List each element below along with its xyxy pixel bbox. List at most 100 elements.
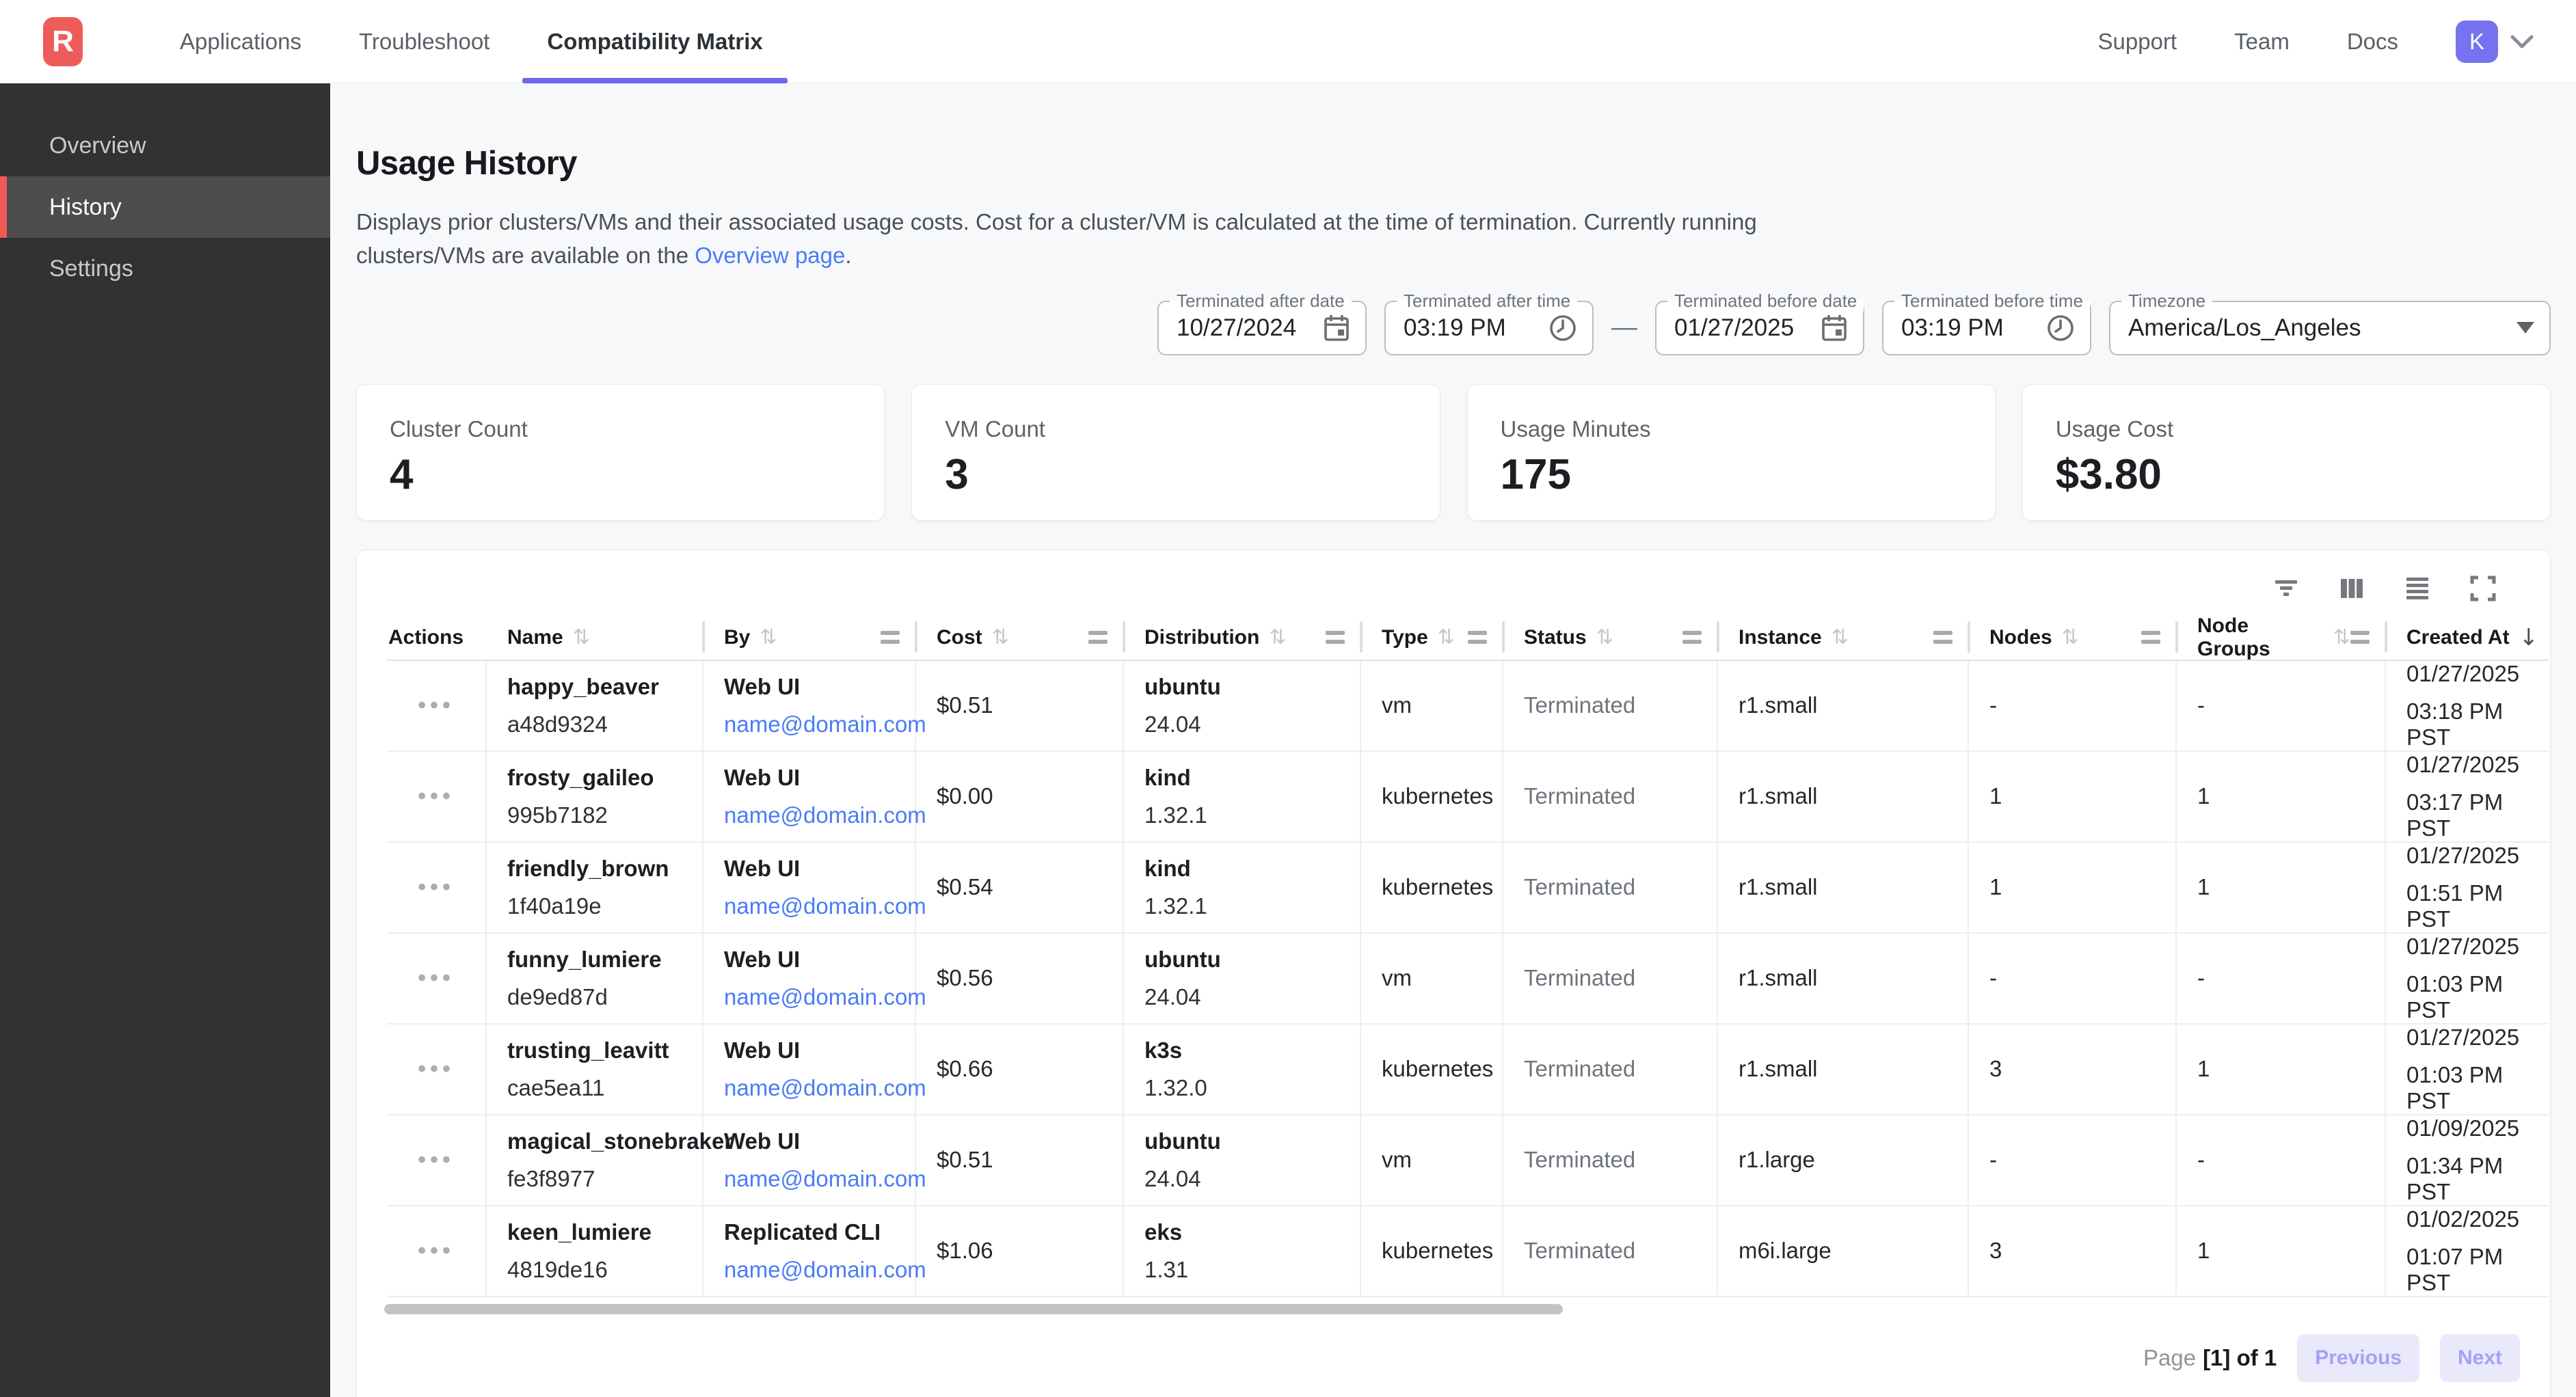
calendar-icon[interactable] bbox=[1323, 314, 1350, 342]
filter-field[interactable]: Timezone America/Los_Angeles bbox=[2109, 290, 2551, 355]
more-actions-icon[interactable]: ••• bbox=[418, 1237, 455, 1264]
column-separator[interactable] bbox=[2175, 621, 2178, 653]
column-header[interactable]: Distribution ⇅ bbox=[1124, 616, 1363, 661]
page-title: Usage History bbox=[356, 144, 578, 182]
created-by-email-link[interactable]: name@domain.com bbox=[724, 893, 926, 919]
dropdown-arrow-icon[interactable] bbox=[2517, 322, 2534, 334]
clock-icon[interactable] bbox=[2046, 314, 2075, 342]
actions-cell: ••• bbox=[387, 751, 487, 843]
sort-icon[interactable]: ⇅ bbox=[572, 625, 590, 650]
sort-icon[interactable]: ⇅ bbox=[1269, 625, 1287, 650]
nav-link[interactable]: Team bbox=[2234, 28, 2290, 54]
column-header[interactable]: Cost ⇅ bbox=[916, 616, 1125, 661]
more-actions-icon[interactable]: ••• bbox=[418, 964, 455, 991]
column-header[interactable]: Instance ⇅ bbox=[1718, 616, 1970, 661]
column-menu-icon[interactable] bbox=[1933, 631, 1953, 645]
column-menu-icon[interactable] bbox=[1682, 631, 1702, 645]
sort-icon[interactable]: ⇅ bbox=[2333, 625, 2350, 650]
status-cell: Terminated bbox=[1503, 842, 1718, 934]
created-date: 01/09/2025 bbox=[2406, 1115, 2520, 1141]
clock-icon[interactable] bbox=[1548, 314, 1577, 342]
sort-icon[interactable]: ⇅ bbox=[2061, 625, 2079, 650]
column-separator[interactable] bbox=[1502, 621, 1505, 653]
actions-cell: ••• bbox=[387, 1115, 487, 1206]
created-time: 01:03 PM PST bbox=[2406, 1061, 2504, 1113]
nav-link[interactable]: Support bbox=[2097, 28, 2177, 54]
column-separator[interactable] bbox=[1968, 621, 1970, 653]
app-logo[interactable]: R bbox=[43, 16, 83, 66]
column-header[interactable]: Name ⇅ bbox=[487, 616, 705, 661]
nav-link[interactable]: Docs bbox=[2346, 28, 2398, 54]
column-header[interactable]: Node Groups ⇅ bbox=[2177, 614, 2387, 661]
more-actions-icon[interactable]: ••• bbox=[418, 873, 455, 900]
created-by-email-link[interactable]: name@domain.com bbox=[724, 1074, 926, 1100]
created-by-email-link[interactable]: name@domain.com bbox=[724, 1256, 926, 1282]
previous-page-button[interactable]: Previous bbox=[2297, 1333, 2419, 1382]
column-menu-icon[interactable] bbox=[1326, 631, 1345, 645]
horizontal-scrollbar[interactable] bbox=[384, 1303, 2523, 1315]
column-separator[interactable] bbox=[915, 621, 917, 653]
sidebar-item[interactable]: Overview bbox=[49, 132, 146, 159]
created-by-email-link[interactable]: name@domain.com bbox=[724, 984, 926, 1009]
distribution-version: 24.04 bbox=[1144, 711, 1201, 737]
sidebar-item[interactable]: Settings bbox=[49, 255, 133, 282]
filter-icon[interactable] bbox=[2267, 569, 2305, 608]
created-at-cell: 01/02/2025 01:07 PM PST bbox=[2386, 1206, 2549, 1297]
filter-field[interactable]: Terminated after date 10/27/2024 bbox=[1157, 290, 1367, 355]
created-at-cell: 01/27/2025 03:17 PM PST bbox=[2386, 752, 2549, 843]
sort-icon[interactable]: ⇅ bbox=[1437, 625, 1455, 650]
created-by-email-link[interactable]: name@domain.com bbox=[724, 1165, 926, 1191]
columns-icon[interactable] bbox=[2333, 569, 2371, 608]
column-menu-icon[interactable] bbox=[881, 631, 900, 645]
column-header[interactable]: By ⇅ bbox=[703, 616, 917, 661]
name-cell: trusting_leavitt cae5ea11 bbox=[487, 1024, 703, 1115]
sort-icon[interactable]: ⇅ bbox=[991, 625, 1009, 650]
nodes-cell: 3 bbox=[1969, 1024, 2177, 1115]
user-avatar[interactable]: K bbox=[2456, 20, 2498, 63]
column-header[interactable]: Created At ↓ bbox=[2386, 616, 2549, 661]
column-menu-icon[interactable] bbox=[1468, 631, 1487, 645]
scrollbar-thumb[interactable] bbox=[384, 1303, 1563, 1314]
nav-tab[interactable]: Applications bbox=[180, 28, 301, 54]
instance-cell: r1.small bbox=[1718, 842, 1969, 934]
sorted-desc-icon[interactable]: ↓ bbox=[2519, 623, 2539, 651]
column-separator[interactable] bbox=[1123, 621, 1125, 653]
created-by-email-link[interactable]: name@domain.com bbox=[724, 802, 926, 828]
density-icon[interactable] bbox=[2398, 569, 2437, 608]
column-header[interactable]: Actions bbox=[387, 616, 487, 661]
calendar-icon[interactable] bbox=[1821, 314, 1848, 342]
filter-field[interactable]: Terminated before time 03:19 PM bbox=[1882, 290, 2091, 355]
sidebar-item[interactable]: History bbox=[0, 176, 330, 238]
more-actions-icon[interactable]: ••• bbox=[418, 783, 455, 809]
nav-tab[interactable]: Troubleshoot bbox=[358, 28, 490, 54]
status-badge: Terminated bbox=[1524, 692, 1636, 718]
sort-icon[interactable]: ⇅ bbox=[1831, 625, 1849, 650]
column-separator[interactable] bbox=[702, 621, 705, 653]
column-menu-icon[interactable] bbox=[1088, 631, 1108, 645]
more-actions-icon[interactable]: ••• bbox=[418, 1055, 455, 1082]
chevron-down-icon[interactable] bbox=[2509, 33, 2535, 50]
column-separator[interactable] bbox=[1717, 621, 1719, 653]
column-separator[interactable] bbox=[2385, 621, 2387, 653]
filter-field[interactable]: Terminated after time 03:19 PM bbox=[1384, 290, 1594, 355]
filter-field[interactable]: Terminated before date 01/27/2025 bbox=[1655, 290, 1864, 355]
created-by-email-link[interactable]: name@domain.com bbox=[724, 711, 926, 737]
column-menu-icon[interactable] bbox=[2350, 631, 2370, 645]
column-header[interactable]: Type ⇅ bbox=[1361, 616, 1505, 661]
type-cell: vm bbox=[1361, 660, 1503, 752]
more-actions-icon[interactable]: ••• bbox=[418, 692, 455, 718]
column-header[interactable]: Status ⇅ bbox=[1503, 616, 1719, 661]
nav-tab[interactable]: Compatibility Matrix bbox=[518, 0, 791, 83]
filter-label: Terminated before date bbox=[1667, 290, 1864, 312]
column-separator[interactable] bbox=[1360, 621, 1363, 653]
created-by-source: Web UI bbox=[724, 1128, 801, 1154]
column-menu-icon[interactable] bbox=[2141, 631, 2160, 645]
overview-page-link[interactable]: Overview page bbox=[695, 242, 846, 268]
sort-icon[interactable]: ⇅ bbox=[1596, 625, 1613, 650]
fullscreen-icon[interactable] bbox=[2464, 569, 2502, 608]
sort-icon[interactable]: ⇅ bbox=[760, 625, 777, 650]
next-page-button[interactable]: Next bbox=[2439, 1333, 2520, 1382]
cost-cell: $1.06 bbox=[916, 1206, 1124, 1297]
more-actions-icon[interactable]: ••• bbox=[418, 1146, 455, 1173]
column-header[interactable]: Nodes ⇅ bbox=[1969, 616, 2178, 661]
